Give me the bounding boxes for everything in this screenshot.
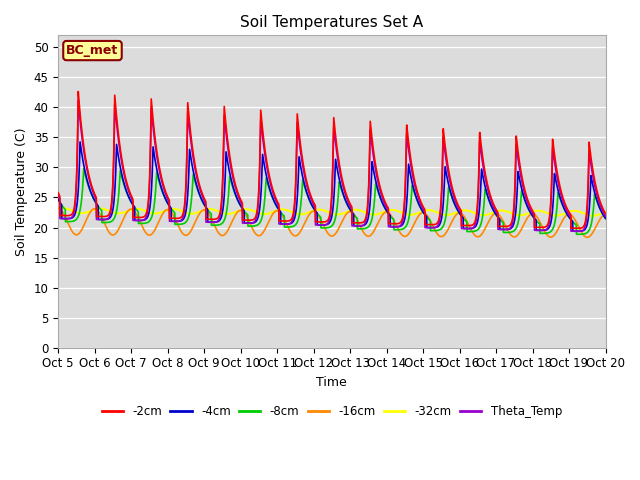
Title: Soil Temperatures Set A: Soil Temperatures Set A	[240, 15, 424, 30]
Text: BC_met: BC_met	[67, 44, 118, 57]
-16cm	[149, 230, 157, 236]
-32cm	[591, 213, 599, 218]
-32cm	[60, 205, 67, 211]
-16cm	[602, 212, 609, 217]
Line: -8cm: -8cm	[58, 169, 605, 234]
-4cm	[602, 216, 609, 221]
-4cm	[54, 196, 62, 202]
Theta_Temp	[288, 218, 296, 224]
Line: Theta_Temp: Theta_Temp	[58, 100, 605, 231]
-2cm	[532, 225, 540, 230]
-16cm	[264, 220, 272, 226]
-8cm	[532, 217, 540, 223]
Line: -2cm: -2cm	[58, 92, 605, 228]
-8cm	[80, 166, 88, 172]
-16cm	[54, 205, 62, 211]
-32cm	[54, 206, 62, 212]
Line: -4cm: -4cm	[58, 142, 605, 231]
-16cm	[288, 231, 296, 237]
X-axis label: Time: Time	[316, 376, 348, 389]
Y-axis label: Soil Temperature (C): Soil Temperature (C)	[15, 127, 28, 256]
-4cm	[288, 220, 296, 226]
-8cm	[575, 231, 582, 237]
-2cm	[288, 216, 296, 221]
-8cm	[591, 193, 599, 199]
-32cm	[149, 211, 157, 216]
-4cm	[76, 139, 84, 145]
-8cm	[288, 224, 296, 229]
Theta_Temp	[54, 192, 62, 198]
-16cm	[591, 226, 599, 232]
Theta_Temp	[74, 97, 82, 103]
Theta_Temp	[149, 125, 157, 131]
-8cm	[602, 216, 609, 221]
Line: -16cm: -16cm	[58, 208, 605, 237]
-8cm	[54, 197, 62, 203]
Line: -32cm: -32cm	[58, 208, 605, 216]
-32cm	[264, 211, 272, 216]
Theta_Temp	[264, 171, 272, 177]
-32cm	[288, 209, 296, 215]
-2cm	[602, 211, 609, 216]
-2cm	[264, 168, 272, 173]
-4cm	[532, 217, 540, 223]
Theta_Temp	[591, 184, 599, 190]
-2cm	[74, 89, 82, 95]
-2cm	[54, 190, 62, 195]
-32cm	[589, 213, 596, 218]
-32cm	[532, 208, 540, 214]
-2cm	[591, 180, 599, 185]
-4cm	[264, 180, 272, 186]
Theta_Temp	[574, 228, 582, 234]
-2cm	[117, 149, 125, 155]
Legend: -2cm, -4cm, -8cm, -16cm, -32cm, Theta_Temp: -2cm, -4cm, -8cm, -16cm, -32cm, Theta_Te…	[97, 400, 567, 423]
-8cm	[264, 182, 272, 188]
-4cm	[591, 192, 599, 197]
-4cm	[149, 145, 157, 151]
-32cm	[602, 209, 609, 215]
-4cm	[574, 228, 582, 234]
-4cm	[117, 167, 125, 172]
-16cm	[532, 213, 540, 218]
-2cm	[149, 119, 157, 124]
-32cm	[117, 210, 125, 216]
-16cm	[116, 222, 124, 228]
Theta_Temp	[602, 214, 609, 219]
-16cm	[584, 234, 591, 240]
Theta_Temp	[532, 228, 540, 233]
Theta_Temp	[117, 154, 125, 159]
-8cm	[117, 170, 125, 176]
-2cm	[574, 226, 582, 231]
-8cm	[149, 208, 157, 214]
